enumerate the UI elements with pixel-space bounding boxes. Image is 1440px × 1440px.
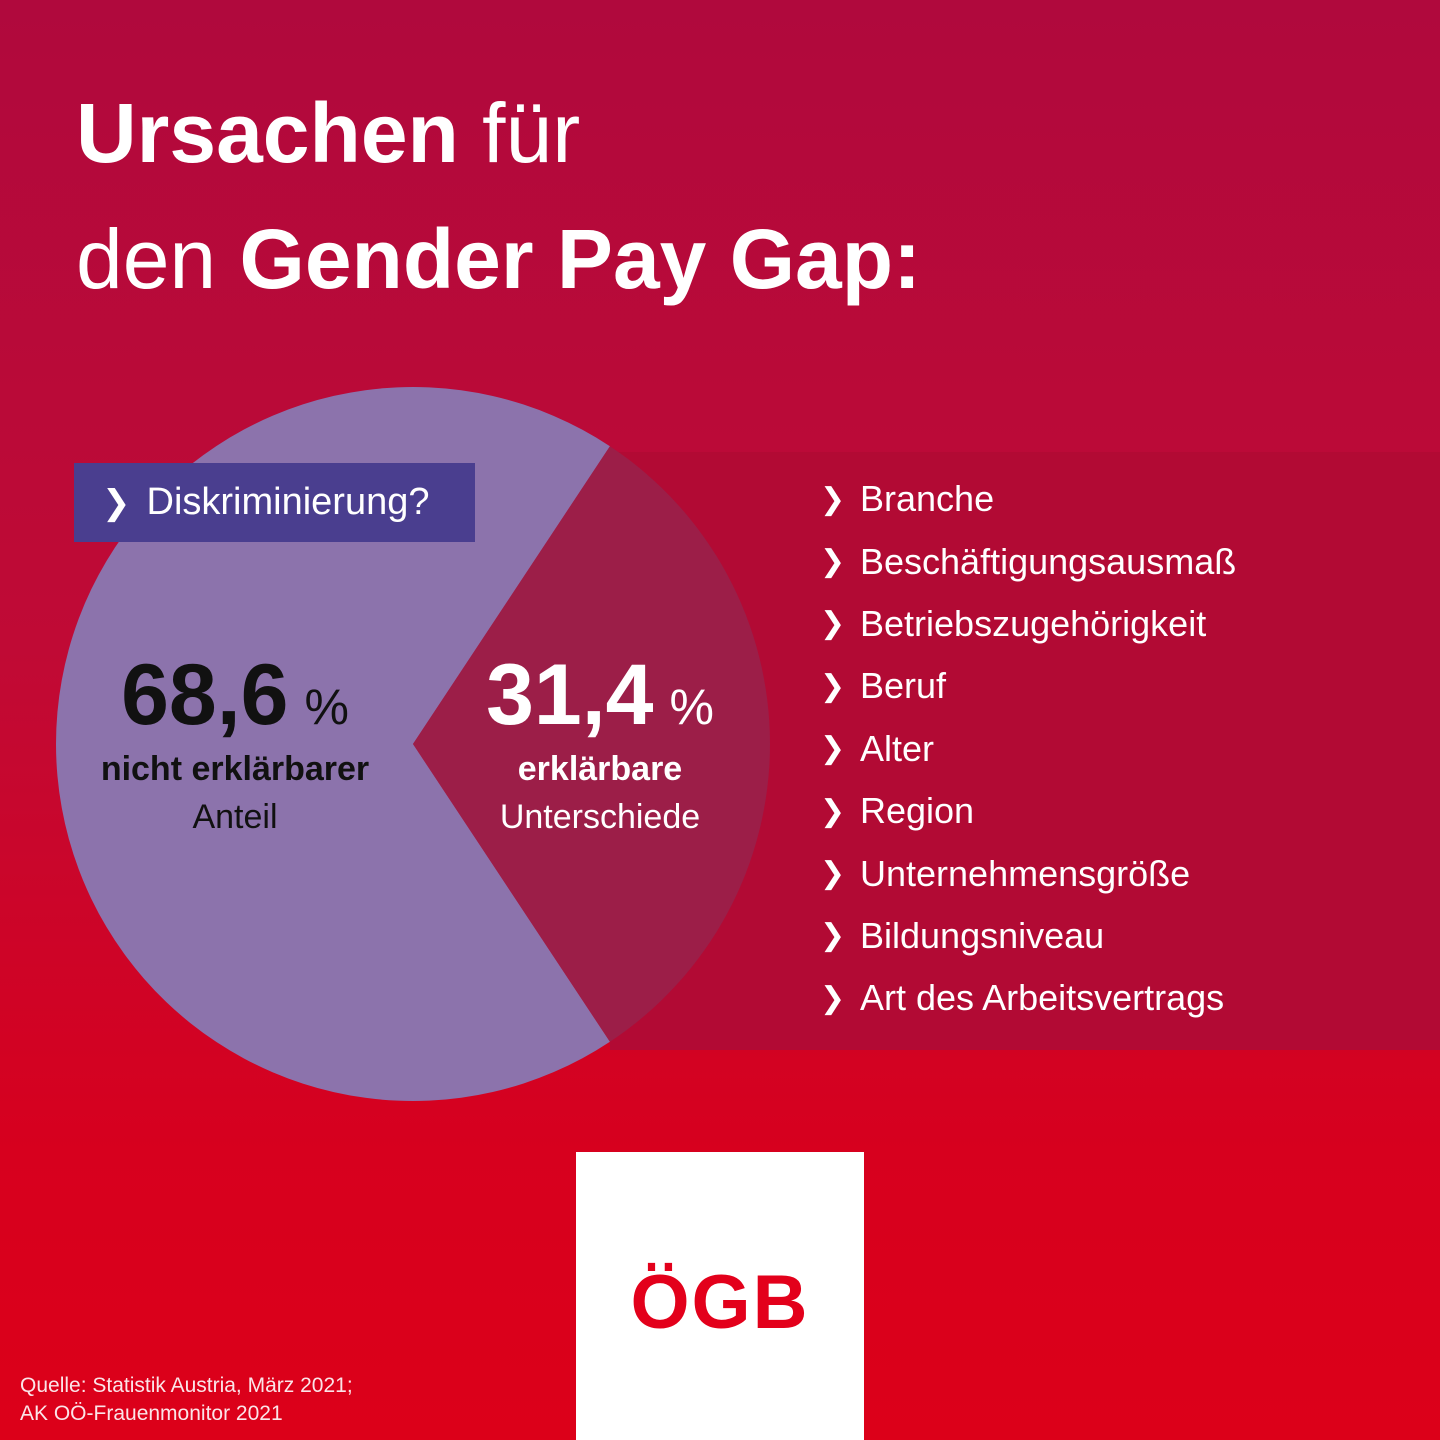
logo-text: ÖGB	[630, 1259, 810, 1345]
percent-sign: %	[304, 679, 349, 735]
factor-label: Alter	[860, 727, 935, 769]
chevron-right-icon: ❯	[820, 545, 846, 579]
factor-item: ❯ Branche	[820, 468, 1236, 530]
factor-item: ❯ Art des Arbeitsvertrags	[820, 967, 1236, 1029]
page-title: Ursachen für den Gender Pay Gap:	[76, 70, 921, 322]
factor-label: Beschäftigungsausmaß	[860, 540, 1237, 582]
factor-label: Unternehmensgröße	[860, 852, 1191, 894]
slice-value-unexplained: 68,6	[121, 647, 289, 743]
factor-item: ❯ Region	[820, 780, 1236, 842]
slice-label-regular: Anteil	[192, 798, 278, 836]
slice-label-unexplained: 68,6% nicht erklärbarer Anteil	[60, 645, 410, 841]
source-line-2: AK OÖ-Frauenmonitor 2021	[20, 1402, 283, 1425]
slice-label-regular: Unterschiede	[499, 798, 701, 836]
title-line-2: den Gender Pay Gap:	[76, 196, 921, 322]
pie-slice-unexplained	[55, 386, 610, 1101]
title-word-ursachen: Ursachen	[76, 86, 459, 180]
slice-label-bold: nicht erklärbarer	[100, 750, 370, 788]
chevron-right-icon: ❯	[820, 857, 846, 891]
factor-item: ❯ Alter	[820, 718, 1236, 780]
source-note: Quelle: Statistik Austria, März 2021; AK…	[20, 1372, 353, 1428]
chevron-right-icon: ❯	[102, 483, 131, 522]
pie-slice-explained	[413, 446, 770, 1042]
discrimination-badge: ❯ Diskriminierung?	[74, 463, 475, 542]
chevron-right-icon: ❯	[820, 794, 846, 828]
title-word-fuer: für	[458, 86, 581, 180]
factor-label: Beruf	[860, 665, 947, 707]
title-word-den: den	[76, 212, 240, 306]
chevron-right-icon: ❯	[820, 981, 846, 1015]
factor-item: ❯ Betriebszugehörigkeit	[820, 593, 1236, 655]
factor-list: ❯ Branche ❯ Beschäftigungsausmaß ❯ Betriebs…	[820, 468, 1236, 1030]
oegb-logo: ÖGB	[576, 1152, 864, 1440]
chevron-right-icon: ❯	[820, 669, 846, 703]
chevron-right-icon: ❯	[820, 607, 846, 641]
slice-value-explained: 31,4	[486, 647, 654, 743]
percent-sign: %	[669, 679, 714, 735]
factor-label: Betriebszugehörigkeit	[860, 602, 1207, 644]
slice-label-bold: erklärbare	[517, 750, 683, 788]
factor-label: Art des Arbeitsvertrags	[860, 977, 1225, 1019]
factor-label: Region	[860, 790, 975, 832]
factor-item: ❯ Beruf	[820, 655, 1236, 717]
factor-label: Bildungsniveau	[860, 914, 1105, 956]
slice-label-explained: 31,4% erklärbare Unterschiede	[450, 645, 750, 841]
factor-item: ❯ Bildungsniveau	[820, 905, 1236, 967]
title-gender-pay-gap: Gender Pay Gap:	[239, 212, 922, 306]
chevron-right-icon: ❯	[820, 732, 846, 766]
factor-item: ❯ Unternehmensgröße	[820, 842, 1236, 904]
source-line-1: Quelle: Statistik Austria, März 2021;	[20, 1374, 353, 1397]
chevron-right-icon: ❯	[820, 919, 846, 953]
title-line-1: Ursachen für	[76, 70, 921, 196]
badge-label: Diskriminierung?	[146, 481, 430, 523]
chevron-right-icon: ❯	[820, 482, 846, 516]
factor-item: ❯ Beschäftigungsausmaß	[820, 530, 1236, 592]
factor-label: Branche	[860, 478, 995, 520]
